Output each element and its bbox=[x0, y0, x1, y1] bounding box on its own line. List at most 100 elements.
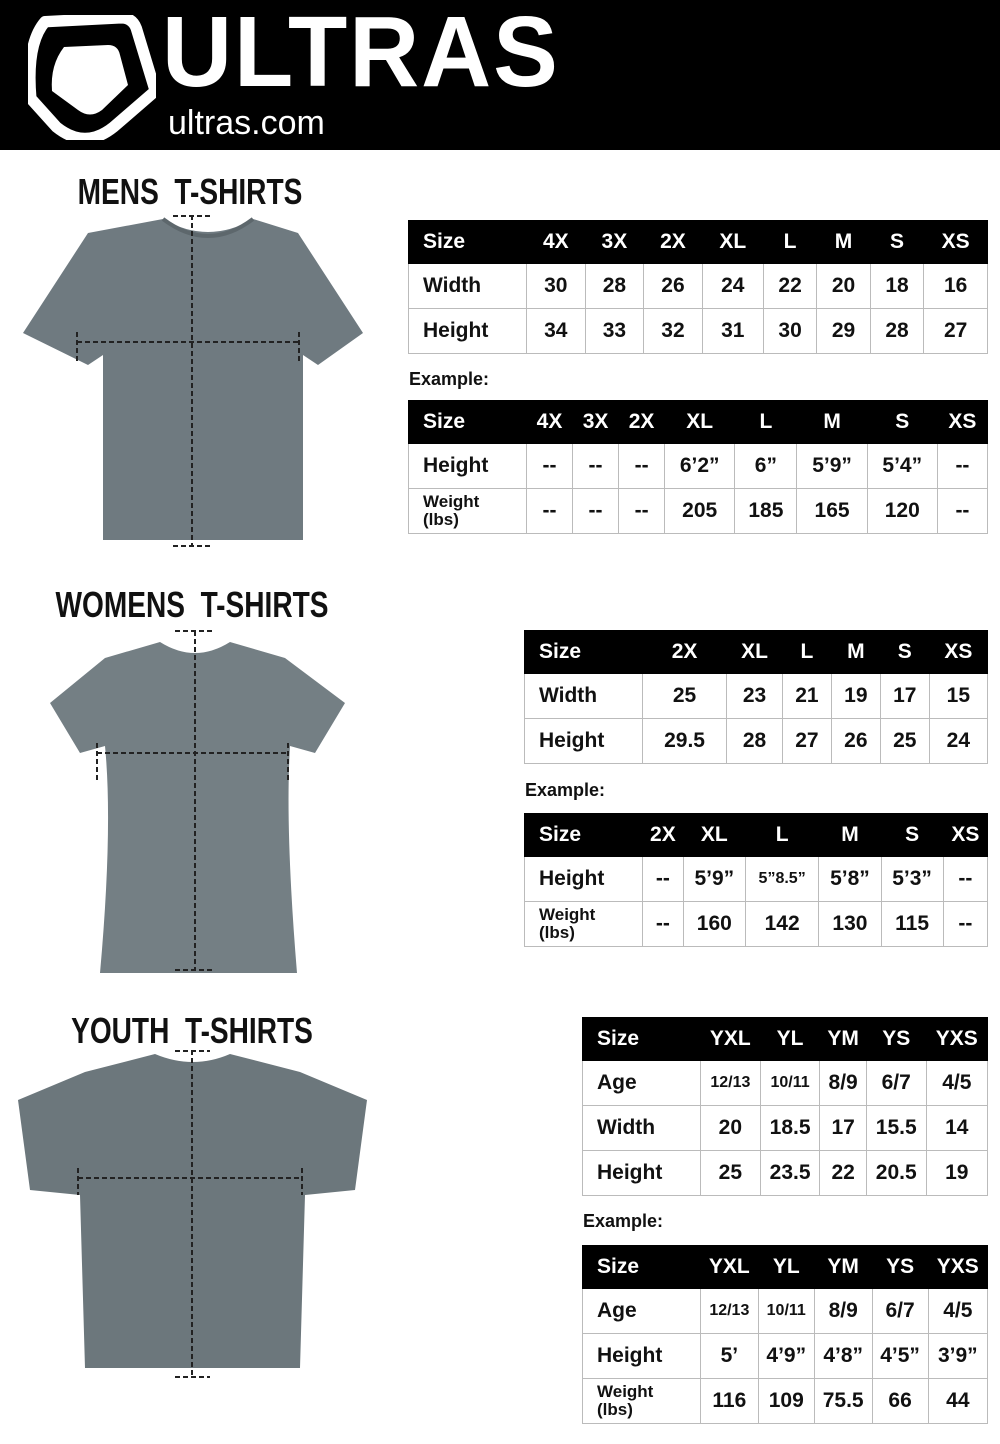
size-cell: 29.5 bbox=[641, 718, 728, 764]
table-header-row: Size 4X 3X 2X XL L M S XS bbox=[408, 400, 989, 444]
size-cell: XL bbox=[701, 220, 764, 264]
row-label: Size bbox=[408, 400, 527, 444]
size-cell: 10/11 bbox=[759, 1060, 821, 1106]
size-cell: 25 bbox=[879, 718, 930, 764]
row-label: Size bbox=[408, 220, 527, 264]
table-row: Height -- 5’9” 5”8.5” 5’8” 5’3” -- bbox=[524, 856, 989, 902]
size-cell: 3X bbox=[584, 220, 645, 264]
row-label: Weight (lbs) bbox=[582, 1378, 701, 1424]
size-cell: 15 bbox=[928, 673, 989, 719]
size-cell: 27 bbox=[923, 308, 988, 354]
size-cell: -- bbox=[642, 901, 684, 947]
table-row: Age 12/13 10/11 8/9 6/7 4/5 bbox=[582, 1060, 989, 1106]
size-cell: XL bbox=[682, 813, 746, 857]
size-cell: M bbox=[816, 220, 871, 264]
size-cell: 115 bbox=[880, 901, 944, 947]
size-cell: 30 bbox=[762, 308, 818, 354]
size-cell: 5’3” bbox=[880, 856, 944, 902]
size-cell: 25 bbox=[641, 673, 728, 719]
size-cell: 16 bbox=[923, 263, 988, 309]
size-cell: YM bbox=[819, 1017, 867, 1061]
row-label: Width bbox=[582, 1105, 701, 1151]
size-cell: S bbox=[879, 630, 930, 674]
size-cell: XS bbox=[923, 220, 988, 264]
size-cell: XL bbox=[726, 630, 783, 674]
table-row: Weight (lbs) 116 109 75.5 66 44 bbox=[582, 1378, 989, 1424]
size-cell: -- bbox=[936, 488, 989, 534]
size-cell: 23.5 bbox=[759, 1150, 821, 1196]
size-cell: 19 bbox=[830, 673, 881, 719]
size-cell: 20.5 bbox=[865, 1150, 927, 1196]
row-label: Size bbox=[582, 1017, 701, 1061]
size-cell: 4’8” bbox=[813, 1333, 873, 1379]
size-cell: S bbox=[880, 813, 944, 857]
brand-name: ULTRAS bbox=[162, 0, 560, 108]
size-cell: 34 bbox=[526, 308, 586, 354]
size-cell: 120 bbox=[866, 488, 938, 534]
size-cell: 3X bbox=[572, 400, 620, 444]
womens-measure-table: Size 2X XL L M S XS Width 25 23 21 19 17 15 Height 29.5… bbox=[524, 630, 989, 764]
table-row: Height 34 33 32 31 30 29 28 27 bbox=[408, 308, 988, 354]
brand-header: ULTRAS ultras.com bbox=[0, 0, 1000, 150]
row-label: Height bbox=[582, 1333, 701, 1379]
table-row: Height 25 23.5 22 20.5 19 bbox=[582, 1150, 989, 1196]
size-cell: 5’8” bbox=[818, 856, 882, 902]
size-cell: 44 bbox=[927, 1378, 989, 1424]
mens-shirt-image bbox=[23, 215, 363, 547]
size-cell: 12/13 bbox=[700, 1288, 759, 1334]
table-header-row: Size YXL YL YM YS YXS bbox=[582, 1017, 989, 1061]
size-cell: -- bbox=[936, 443, 989, 489]
size-cell: 4X bbox=[525, 400, 574, 444]
size-cell: 205 bbox=[664, 488, 736, 534]
size-cell: YS bbox=[865, 1017, 927, 1061]
table-row: Weight (lbs) -- -- -- 205 185 165 120 -- bbox=[408, 488, 989, 534]
size-cell: 6” bbox=[734, 443, 798, 489]
size-cell: M bbox=[830, 630, 881, 674]
size-cell: 2X bbox=[643, 220, 703, 264]
size-cell: 20 bbox=[700, 1105, 761, 1151]
size-cell: XS bbox=[942, 813, 989, 857]
size-cell: -- bbox=[942, 856, 989, 902]
size-cell: L bbox=[734, 400, 798, 444]
size-cell: 15.5 bbox=[865, 1105, 927, 1151]
row-label: Height bbox=[408, 308, 527, 354]
size-cell: YL bbox=[757, 1245, 815, 1289]
size-cell: YXS bbox=[925, 1017, 989, 1061]
size-cell: 4X bbox=[526, 220, 586, 264]
size-cell: -- bbox=[572, 488, 620, 534]
size-cell: -- bbox=[618, 488, 666, 534]
row-label: Size bbox=[524, 630, 643, 674]
row-label: Width bbox=[524, 673, 643, 719]
size-cell: 5”8.5” bbox=[744, 856, 820, 902]
table-row: Weight (lbs) -- 160 142 130 115 -- bbox=[524, 901, 989, 947]
size-cell: 17 bbox=[879, 673, 930, 719]
size-cell: 185 bbox=[734, 488, 798, 534]
row-label: Height bbox=[524, 856, 643, 902]
size-cell: 5’9” bbox=[682, 856, 746, 902]
row-label: Age bbox=[582, 1288, 701, 1334]
size-cell: YL bbox=[759, 1017, 821, 1061]
size-cell: 23 bbox=[726, 673, 783, 719]
size-cell: 18 bbox=[869, 263, 925, 309]
size-cell: 6/7 bbox=[865, 1060, 927, 1106]
size-cell: 22 bbox=[819, 1150, 867, 1196]
youth-measure-table: Size YXL YL YM YS YXS Age 12/13 10/11 8/9 6/7 4/5 Wi… bbox=[582, 1017, 989, 1196]
size-cell: 19 bbox=[925, 1150, 989, 1196]
shield-logo-icon bbox=[28, 15, 156, 140]
table-header-row: Size 2X XL L M S XS bbox=[524, 813, 989, 857]
size-cell: 5’4” bbox=[866, 443, 938, 489]
size-cell: L bbox=[762, 220, 818, 264]
size-cell: 32 bbox=[643, 308, 703, 354]
size-cell: 2X bbox=[641, 630, 728, 674]
size-cell: L bbox=[781, 630, 832, 674]
size-cell: 4’5” bbox=[871, 1333, 929, 1379]
table-row: Width 20 18.5 17 15.5 14 bbox=[582, 1105, 989, 1151]
size-cell: 26 bbox=[830, 718, 881, 764]
size-cell: -- bbox=[642, 856, 684, 902]
row-label: Width bbox=[408, 263, 527, 309]
size-cell: YXL bbox=[700, 1017, 761, 1061]
size-cell: S bbox=[869, 220, 925, 264]
size-cell: YXS bbox=[927, 1245, 989, 1289]
row-label: Height bbox=[582, 1150, 701, 1196]
womens-shirt-image bbox=[50, 630, 345, 973]
